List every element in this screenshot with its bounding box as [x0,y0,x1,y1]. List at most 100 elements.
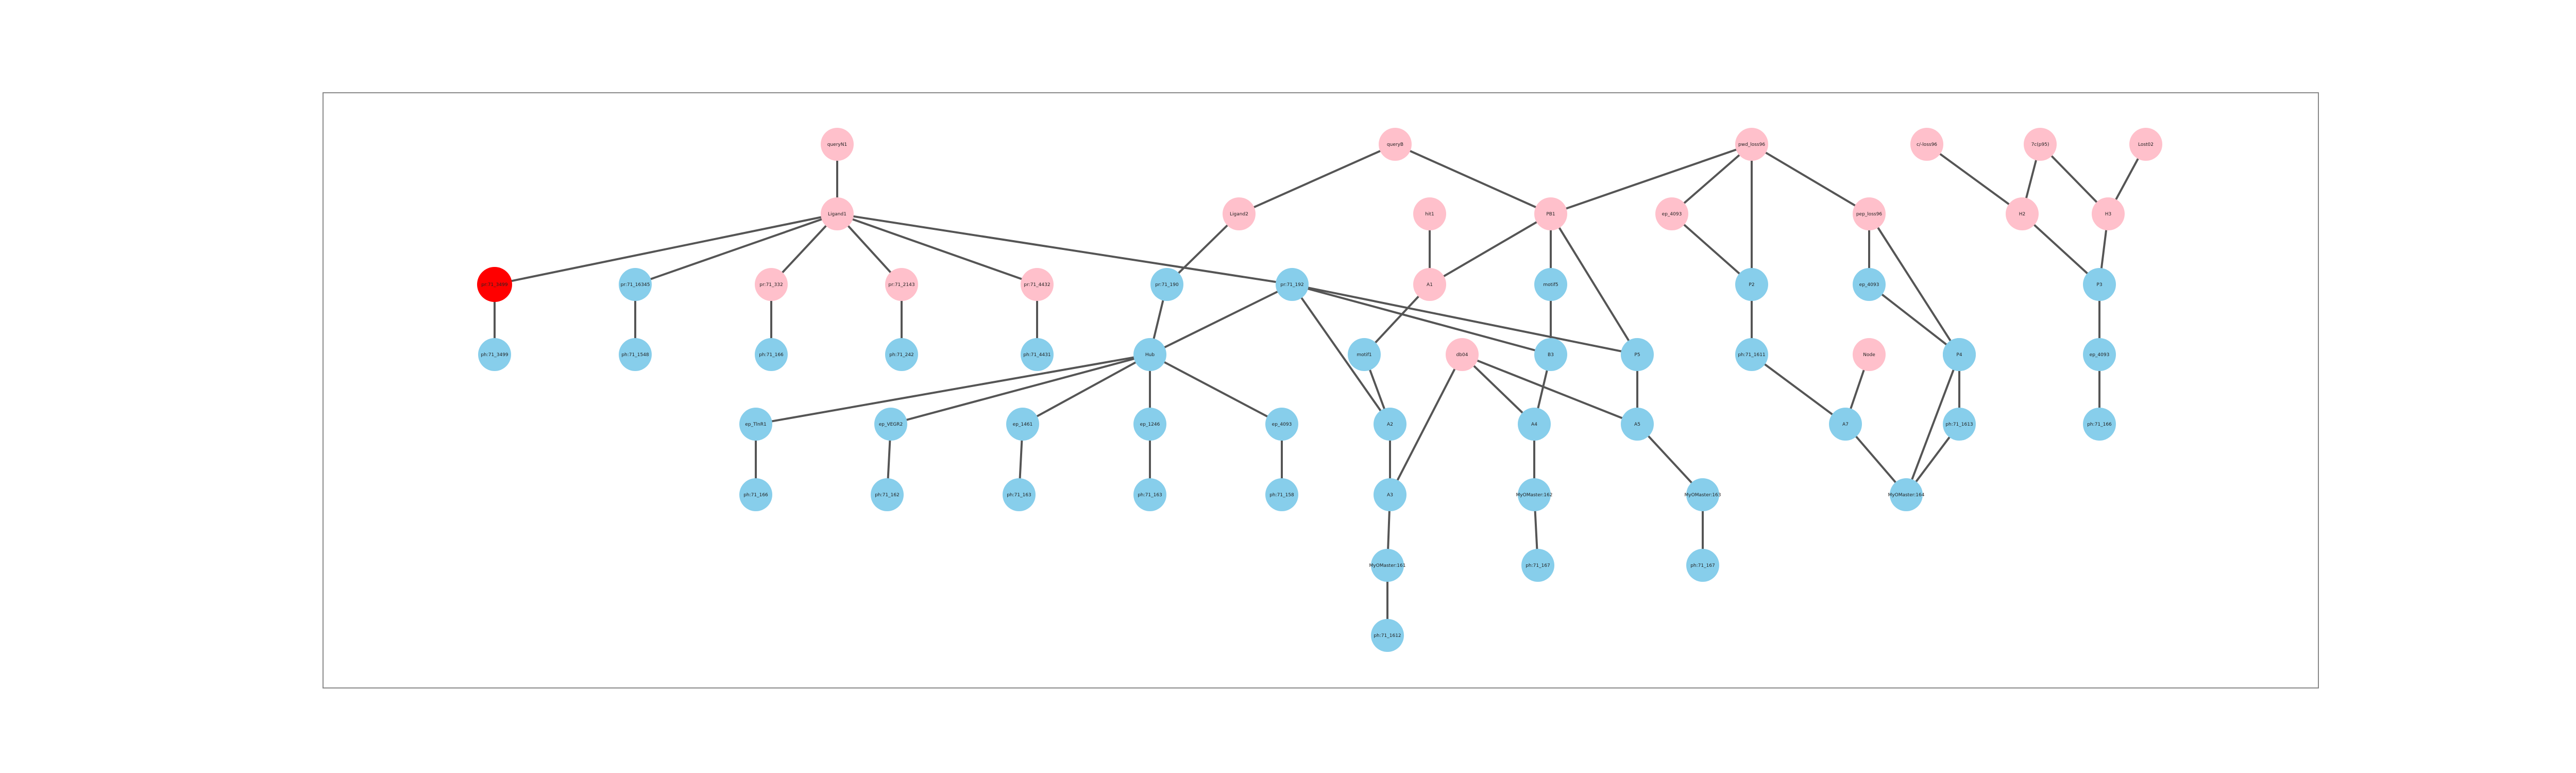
graph-node: ph:71_163 [1003,478,1036,511]
node-label: ep_VEGR2 [879,422,903,427]
graph-node: pwd_loss96 [1735,128,1768,161]
node-circle [1379,128,1412,161]
node-label: ph:71_158 [1269,493,1294,498]
graph-node: A3 [1374,478,1406,511]
graph-node: pr:71_16345 [619,268,652,301]
node-label: ph:71_163 [1138,493,1162,498]
node-circle [2092,197,2125,230]
node-label: pr:71_16345 [621,282,650,288]
node-label: ph:71_162 [875,493,900,498]
node-label: Node [1863,352,1875,358]
node-label: ph:71_1612 [1374,633,1401,638]
node-circle [1686,549,1719,582]
node-label: ep_4093 [2090,352,2110,358]
graph-node: pr:71_4432 [1021,268,1054,301]
graph-node: ph:71_1548 [619,338,652,371]
node-circle [619,268,652,301]
edge-n13-n14 [1239,143,1396,215]
node-circle [1446,338,1479,371]
edge-n46-n47 [1671,143,1753,215]
node-label: Ligand1 [828,212,846,217]
node-circle [1371,549,1404,582]
node-circle [1265,478,1298,511]
node-label: P2 [1749,282,1754,288]
node-circle [1223,197,1256,230]
node-label: A5 [1634,422,1640,427]
node-label: ph:71_1548 [621,352,649,358]
diagram-frame [323,92,2319,688]
node-label: c/-loss96 [1917,142,1937,147]
node-label: Hub [1145,352,1155,358]
node-circle [2083,338,2116,371]
edge-n36-n42 [1550,213,1638,356]
node-label: Lost02 [2138,142,2154,147]
node-circle [885,268,918,301]
node-label: ep_TlnR1 [745,422,766,427]
node-circle [821,128,854,161]
node-circle [1621,338,1654,371]
graph-node: ph:71_1611 [1735,338,1768,371]
node-label: B3 [1548,352,1554,358]
node-circle [1534,268,1567,301]
graph-node: A1 [1413,268,1446,301]
node-label: ph:71_166 [743,493,768,498]
graph-node: Ligand2 [1223,197,1256,230]
graph-node: B3 [1534,338,1567,371]
graph-node: Ligand1 [821,197,854,230]
graph-node: ph:71_158 [1265,478,1298,511]
node-circle [1518,478,1551,511]
edge-n29-n36 [1429,213,1552,285]
graph-node: hit1 [1413,197,1446,230]
graph-node: motif5 [1534,268,1567,301]
node-circle [1374,478,1406,511]
node-circle [1133,338,1166,371]
node-label: 7c(p95) [2031,142,2049,147]
node-label: MyOMaster:163 [1685,493,1721,498]
node-label: ph:71_1611 [1738,352,1765,358]
nodes-layer: queryN1 Ligand1 pr:71_3499 pr:71_16345 pr:71… [477,128,2162,652]
node-label: H3 [2105,212,2112,217]
node-label: MyOMaster:164 [1888,493,1925,498]
graph-node: Node [1853,338,1886,371]
graph-node: Hub [1133,338,1166,371]
graph-node: ph:71_166 [739,478,772,511]
node-label: A7 [1842,422,1849,427]
graph-node: queryN1 [821,128,854,161]
node-circle [1521,549,1554,582]
node-circle [1534,338,1567,371]
node-circle [1943,408,1976,441]
edge-n55-n56 [1868,283,1960,356]
edge-n16-n17 [1149,283,1293,356]
node-label: pr:71_3499 [481,282,507,288]
node-label: A4 [1531,422,1537,427]
node-label: MyOMaster:162 [1516,493,1553,498]
edge-n17-n18 [755,354,1150,425]
node-circle [755,268,788,301]
graph-node: ep_TlnR1 [739,408,772,441]
node-circle [1853,268,1886,301]
graph-node: MyOMaster:161 [1369,549,1405,582]
node-label: P3 [2096,282,2102,288]
node-circle [739,478,772,511]
node-circle [1021,338,1054,371]
node-circle [477,267,512,302]
node-circle [1413,268,1446,301]
node-label: H2 [2019,212,2026,217]
node-label: queryN1 [827,142,847,147]
graph-node: H3 [2092,197,2125,230]
edge-n61-n63 [2021,213,2100,285]
node-label: ep_1461 [1013,422,1033,427]
graph-node: ph:71_1612 [1371,619,1404,652]
node-circle [1829,408,1862,441]
node-circle [1890,478,1923,511]
node-circle [1371,619,1404,652]
edge-n54-n56 [1868,213,1960,356]
edge-n35-n39 [1461,354,1535,425]
edge-n13-n36 [1395,143,1551,215]
edge-n16-n38 [1292,283,1551,356]
node-circle [2083,268,2116,301]
node-label: pr:71_192 [1280,282,1303,288]
graph-node: pr:71_3499 [477,267,512,302]
node-label: motif5 [1543,282,1558,288]
node-circle [1735,128,1768,161]
